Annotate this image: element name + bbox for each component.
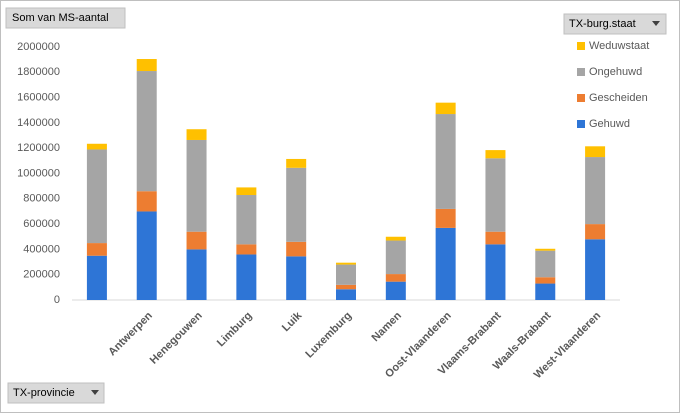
bar-segment xyxy=(535,248,556,251)
legend-swatch xyxy=(577,120,585,128)
bar-segment xyxy=(435,114,456,209)
y-tick-label: 1800000 xyxy=(17,66,60,78)
bar-segment xyxy=(485,158,506,232)
bar-segment xyxy=(86,143,107,150)
y-tick-label: 1000000 xyxy=(17,167,60,179)
bar-segment xyxy=(485,231,506,245)
axis-field-label[interactable]: TX-provincie xyxy=(13,387,75,399)
bar-segment xyxy=(385,281,406,300)
y-tick-label: 0 xyxy=(54,294,60,306)
legend-swatch xyxy=(577,42,585,50)
y-tick-label: 800000 xyxy=(23,193,60,205)
bar-segment xyxy=(236,195,257,245)
bar-segment xyxy=(336,264,356,285)
bar-segment xyxy=(385,240,406,275)
legend-swatch xyxy=(577,94,585,102)
bar-segment xyxy=(585,224,606,240)
legend-swatch xyxy=(577,68,585,76)
bar-segment xyxy=(236,254,257,300)
bar-segment xyxy=(286,158,307,168)
axis-field-button[interactable]: TX-provincie xyxy=(7,382,105,404)
y-tick-label: 2000000 xyxy=(17,41,60,53)
y-tick-label: 400000 xyxy=(23,243,60,255)
bar-segment xyxy=(236,187,257,196)
bar-segment xyxy=(535,283,556,300)
bar-segment xyxy=(236,244,257,255)
bar-segment xyxy=(286,167,307,242)
bar-segment xyxy=(485,150,506,159)
legend-label: Gehuwd xyxy=(589,118,630,130)
y-tick-label: 1200000 xyxy=(17,142,60,154)
bar-segment xyxy=(186,231,207,250)
bar-segment xyxy=(186,139,207,232)
bar-segment xyxy=(136,71,157,192)
y-tick-label: 200000 xyxy=(23,269,60,281)
bar-segment xyxy=(385,236,406,241)
bar-segment xyxy=(435,208,456,228)
bar-segment xyxy=(535,277,556,284)
y-tick-label: 600000 xyxy=(23,218,60,230)
bar-segment xyxy=(385,274,406,282)
bar-segment xyxy=(336,289,356,300)
legend-field-label[interactable]: TX-burg.staat xyxy=(569,18,636,30)
bar-segment xyxy=(286,241,307,257)
bar-segment xyxy=(136,191,157,212)
bar-segment xyxy=(86,149,107,244)
bar-segment xyxy=(336,284,356,290)
value-field-label[interactable]: Som van MS-aantal xyxy=(12,12,109,24)
bar-segment xyxy=(136,211,157,300)
y-tick-label: 1400000 xyxy=(17,117,60,129)
bar-segment xyxy=(86,255,107,300)
dropdown-arrow[interactable] xyxy=(91,390,99,395)
bar-segment xyxy=(435,102,456,115)
bar-segment xyxy=(286,256,307,300)
bar-segment xyxy=(585,157,606,225)
y-tick-label: 1600000 xyxy=(17,92,60,104)
legend-label: Gescheiden xyxy=(589,92,648,104)
value-field-button[interactable]: Som van MS-aantal xyxy=(5,7,126,29)
button-background[interactable] xyxy=(563,13,667,35)
legend-field-button[interactable]: TX-burg.staat xyxy=(563,13,667,35)
button-background[interactable] xyxy=(5,7,126,29)
bar-segment xyxy=(485,244,506,300)
legend-label: Ongehuwd xyxy=(589,66,642,78)
bar-segment xyxy=(336,262,356,265)
bar-segment xyxy=(435,227,456,300)
bar-segment xyxy=(585,239,606,300)
dropdown-arrow[interactable] xyxy=(652,21,660,26)
bar-segment xyxy=(86,243,107,256)
legend-label: Weduwstaat xyxy=(589,40,649,52)
bar-segment xyxy=(186,129,207,140)
bar-segment xyxy=(136,59,157,72)
bar-segment xyxy=(585,146,606,158)
button-background[interactable] xyxy=(7,382,105,404)
bar-segment xyxy=(186,249,207,300)
bar-segment xyxy=(535,250,556,278)
